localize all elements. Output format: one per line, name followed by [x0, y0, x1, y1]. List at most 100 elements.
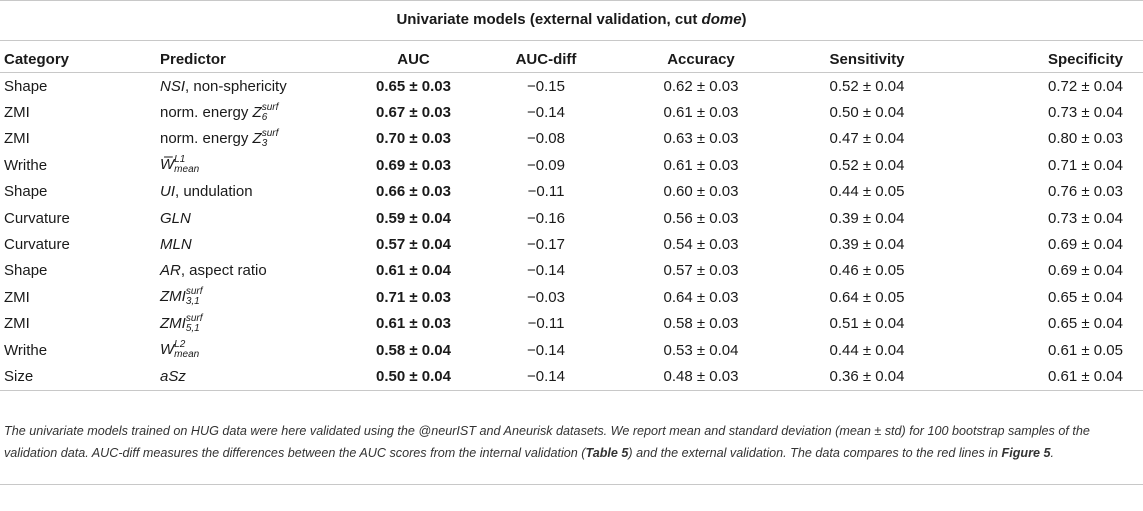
- table-body: Shape NSI, non-sphericity 0.65 ± 0.03 −0.15…: [0, 73, 1143, 391]
- sensitivity-cell: 0.36 ± 0.04: [829, 367, 905, 385]
- table-row: Shape UI, undulation 0.66 ± 0.03 −0.11 0.60 …: [0, 179, 1143, 205]
- sensitivity-cell: 0.39 ± 0.04: [829, 236, 905, 254]
- predictor-superscript: L2: [174, 339, 186, 351]
- predictor-superscript: surf: [261, 101, 279, 113]
- specificity-cell: 0.72 ± 0.04: [1048, 77, 1123, 95]
- table-row: Writhe W̅ L1 mean 0.69 ± 0.03 −0.09 0.61 ± 0.0…: [0, 152, 1143, 178]
- accuracy-cell: 0.64 ± 0.03: [663, 288, 739, 306]
- predictor-symbol: Z: [252, 129, 262, 147]
- auc-diff-cell: −0.14: [527, 367, 565, 385]
- predictor-symbol: aSz: [160, 367, 186, 385]
- accuracy-cell: 0.56 ± 0.03: [663, 209, 739, 227]
- auc-cell: 0.69 ± 0.03: [376, 156, 451, 174]
- predictor-cell: ZMI surf 5,1: [156, 311, 356, 337]
- specificity-cell: 0.61 ± 0.04: [1048, 367, 1123, 385]
- table-row: ZMI ZMI surf 5,1 0.61 ± 0.03 −0.11 0.58 ± 0.03…: [0, 311, 1143, 337]
- specificity-cell: 0.69 ± 0.04: [1048, 236, 1123, 254]
- predictor-symbol: ZMI: [160, 314, 186, 332]
- predictor-superscript: surf: [185, 286, 203, 298]
- predictor-cell: UI, undulation: [156, 179, 356, 205]
- auc-diff-cell: −0.11: [527, 183, 565, 201]
- predictor-cell: AR, aspect ratio: [156, 258, 356, 284]
- predictor-subscript: 3: [261, 137, 268, 149]
- predictor-superscript: L1: [174, 154, 186, 166]
- sensitivity-cell: 0.52 ± 0.04: [829, 77, 905, 95]
- sensitivity-cell: 0.64 ± 0.05: [829, 288, 905, 306]
- predictor-cell: MLN: [156, 231, 356, 257]
- predictor-symbol: W̅: [160, 156, 175, 174]
- specificity-cell: 0.65 ± 0.04: [1048, 288, 1123, 306]
- auc-cell: 0.66 ± 0.03: [376, 183, 451, 201]
- accuracy-cell: 0.62 ± 0.03: [663, 77, 739, 95]
- auc-cell: 0.50 ± 0.04: [376, 367, 451, 385]
- specificity-cell: 0.65 ± 0.04: [1048, 315, 1123, 333]
- category-cell: ZMI: [4, 288, 30, 306]
- header-predictor: Predictor: [160, 50, 226, 68]
- auc-diff-cell: −0.11: [527, 315, 565, 333]
- predictor-superscript: surf: [185, 312, 203, 324]
- predictor-description: , aspect ratio: [180, 262, 267, 280]
- predictor-symbol: W: [160, 341, 175, 359]
- predictor-indices: surf 3: [261, 127, 279, 149]
- title-rule: [0, 40, 1143, 41]
- table-row: Size aSz 0.50 ± 0.04 −0.14 0.48 ± 0.03 0.36 ±…: [0, 363, 1143, 391]
- category-cell: Writhe: [4, 156, 48, 174]
- predictor-prefix: norm. energy: [160, 129, 253, 147]
- accuracy-cell: 0.57 ± 0.03: [663, 262, 739, 280]
- predictor-subscript: 5,1: [185, 322, 200, 334]
- auc-diff-cell: −0.14: [527, 262, 565, 280]
- predictor-symbol: UI: [160, 183, 175, 201]
- accuracy-cell: 0.54 ± 0.03: [663, 236, 739, 254]
- predictor-symbol: NSI: [160, 77, 186, 95]
- predictor-symbol: GLN: [160, 209, 191, 227]
- auc-diff-cell: −0.15: [527, 77, 565, 95]
- sensitivity-cell: 0.44 ± 0.04: [829, 341, 905, 359]
- predictor-cell: GLN: [156, 205, 356, 231]
- results-table: Category Predictor AUC AUC-diff Accuracy…: [0, 46, 1143, 391]
- category-cell: Writhe: [4, 341, 48, 359]
- category-cell: ZMI: [4, 315, 30, 333]
- accuracy-cell: 0.53 ± 0.04: [663, 341, 739, 359]
- sensitivity-cell: 0.46 ± 0.05: [829, 262, 905, 280]
- specificity-cell: 0.71 ± 0.04: [1048, 156, 1123, 174]
- table-row: Shape NSI, non-sphericity 0.65 ± 0.03 −0.15…: [0, 73, 1143, 100]
- category-cell: ZMI: [4, 130, 30, 148]
- specificity-cell: 0.73 ± 0.04: [1048, 209, 1123, 227]
- auc-cell: 0.70 ± 0.03: [376, 130, 451, 148]
- predictor-superscript: surf: [261, 127, 279, 139]
- category-cell: Shape: [4, 262, 48, 280]
- table-row: Curvature GLN 0.59 ± 0.04 −0.16 0.56 ± 0.03 0…: [0, 205, 1143, 231]
- auc-cell: 0.67 ± 0.03: [376, 104, 451, 122]
- bottom-rule: [0, 484, 1143, 485]
- auc-cell: 0.58 ± 0.04: [376, 341, 451, 359]
- auc-cell: 0.57 ± 0.04: [376, 236, 451, 254]
- category-cell: Curvature: [4, 209, 70, 227]
- header-specificity: Specificity: [1047, 50, 1123, 68]
- predictor-symbol: ZMI: [160, 288, 186, 306]
- predictor-symbol: MLN: [160, 236, 192, 254]
- auc-diff-cell: −0.03: [527, 288, 565, 306]
- table-footnote: The univariate models trained on HUG dat…: [4, 424, 1090, 460]
- specificity-cell: 0.76 ± 0.03: [1048, 183, 1123, 201]
- auc-cell: 0.59 ± 0.04: [376, 209, 451, 227]
- auc-diff-cell: −0.09: [527, 156, 565, 174]
- sensitivity-cell: 0.47 ± 0.04: [829, 130, 905, 148]
- header-auc-diff: AUC-diff: [515, 50, 577, 68]
- top-rule: [0, 0, 1143, 1]
- predictor-symbol: Z: [252, 103, 262, 121]
- specificity-cell: 0.61 ± 0.05: [1048, 341, 1123, 359]
- specificity-cell: 0.80 ± 0.03: [1048, 130, 1123, 148]
- specificity-cell: 0.73 ± 0.04: [1048, 104, 1123, 122]
- table-row: ZMI ZMI surf 3,1 0.71 ± 0.03 −0.03 0.64 ± 0.03…: [0, 284, 1143, 310]
- predictor-subscript: 6: [261, 111, 268, 123]
- header-auc: AUC: [397, 50, 430, 68]
- accuracy-cell: 0.61 ± 0.03: [663, 104, 739, 122]
- auc-diff-cell: −0.08: [527, 130, 565, 148]
- predictor-cell: ZMI surf 3,1: [156, 284, 356, 310]
- auc-cell: 0.61 ± 0.04: [376, 262, 451, 280]
- predictor-cell: W̅ L1 mean: [156, 152, 356, 178]
- predictor-indices: surf 6: [261, 101, 279, 123]
